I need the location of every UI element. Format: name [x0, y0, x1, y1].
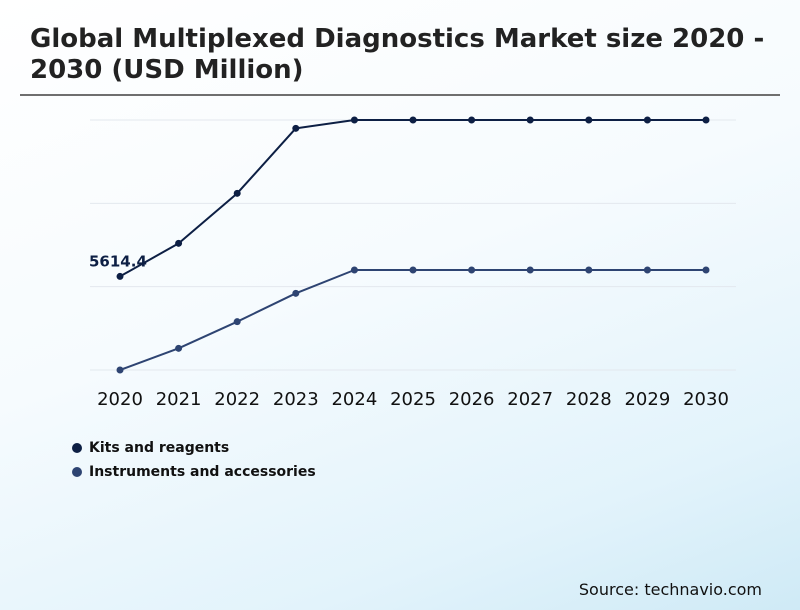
- data-point: [409, 116, 417, 124]
- legend-item-instruments: Instruments and accessories: [72, 460, 316, 484]
- data-point: [643, 116, 651, 124]
- x-tick-label: 2028: [566, 389, 612, 410]
- data-labels: 5614.4: [89, 252, 147, 270]
- legend-item-kits: Kits and reagents: [72, 436, 316, 460]
- data-point: [526, 266, 534, 274]
- data-point: [702, 116, 710, 124]
- legend-marker-instruments: [72, 467, 82, 477]
- data-point: [233, 318, 241, 326]
- title-divider: [20, 94, 780, 96]
- data-point: [116, 366, 124, 374]
- series-lines: [119, 119, 706, 371]
- data-point: [702, 266, 710, 274]
- data-point: [350, 266, 358, 274]
- chart-title: Global Multiplexed Diagnostics Market si…: [30, 24, 765, 85]
- data-label: 5614.4: [89, 252, 147, 270]
- x-tick-label: 2029: [624, 389, 670, 410]
- x-tick-label: 2024: [331, 389, 377, 410]
- data-point: [116, 272, 124, 280]
- data-point: [233, 189, 241, 197]
- data-point: [585, 116, 593, 124]
- data-point: [292, 289, 300, 297]
- x-tick-label: 2021: [156, 389, 202, 410]
- data-point: [409, 266, 417, 274]
- legend: Kits and reagents Instruments and access…: [72, 436, 316, 484]
- x-axis-ticks: 2020 2021 2022 2023 2024 2025 2026 2027 2028 2029…: [97, 389, 729, 410]
- x-tick-label: 2026: [449, 389, 495, 410]
- data-point: [292, 124, 300, 132]
- data-points: [116, 116, 710, 374]
- data-point: [175, 239, 183, 247]
- x-tick-label: 2020: [97, 389, 143, 410]
- x-tick-label: 2022: [214, 389, 260, 410]
- legend-marker-kits: [72, 443, 82, 453]
- data-point: [468, 116, 476, 124]
- source-note: Source: technavio.com: [578, 580, 762, 599]
- x-tick-label: 2030: [683, 389, 729, 410]
- legend-label-instruments: Instruments and accessories: [89, 464, 316, 480]
- data-point: [350, 116, 358, 124]
- line-chart: 2020 2021 2022 2023 2024 2025 2026 2027 2028 2029…: [89, 116, 736, 410]
- grid-lines: [90, 119, 736, 371]
- data-point: [468, 266, 476, 274]
- data-point: [175, 344, 183, 352]
- series-line-1: [119, 269, 706, 371]
- series-line-0: [119, 119, 706, 278]
- x-tick-label: 2023: [273, 389, 319, 410]
- data-point: [585, 266, 593, 274]
- data-point: [643, 266, 651, 274]
- data-point: [526, 116, 534, 124]
- x-tick-label: 2025: [390, 389, 436, 410]
- x-tick-label: 2027: [507, 389, 553, 410]
- legend-label-kits: Kits and reagents: [89, 440, 230, 456]
